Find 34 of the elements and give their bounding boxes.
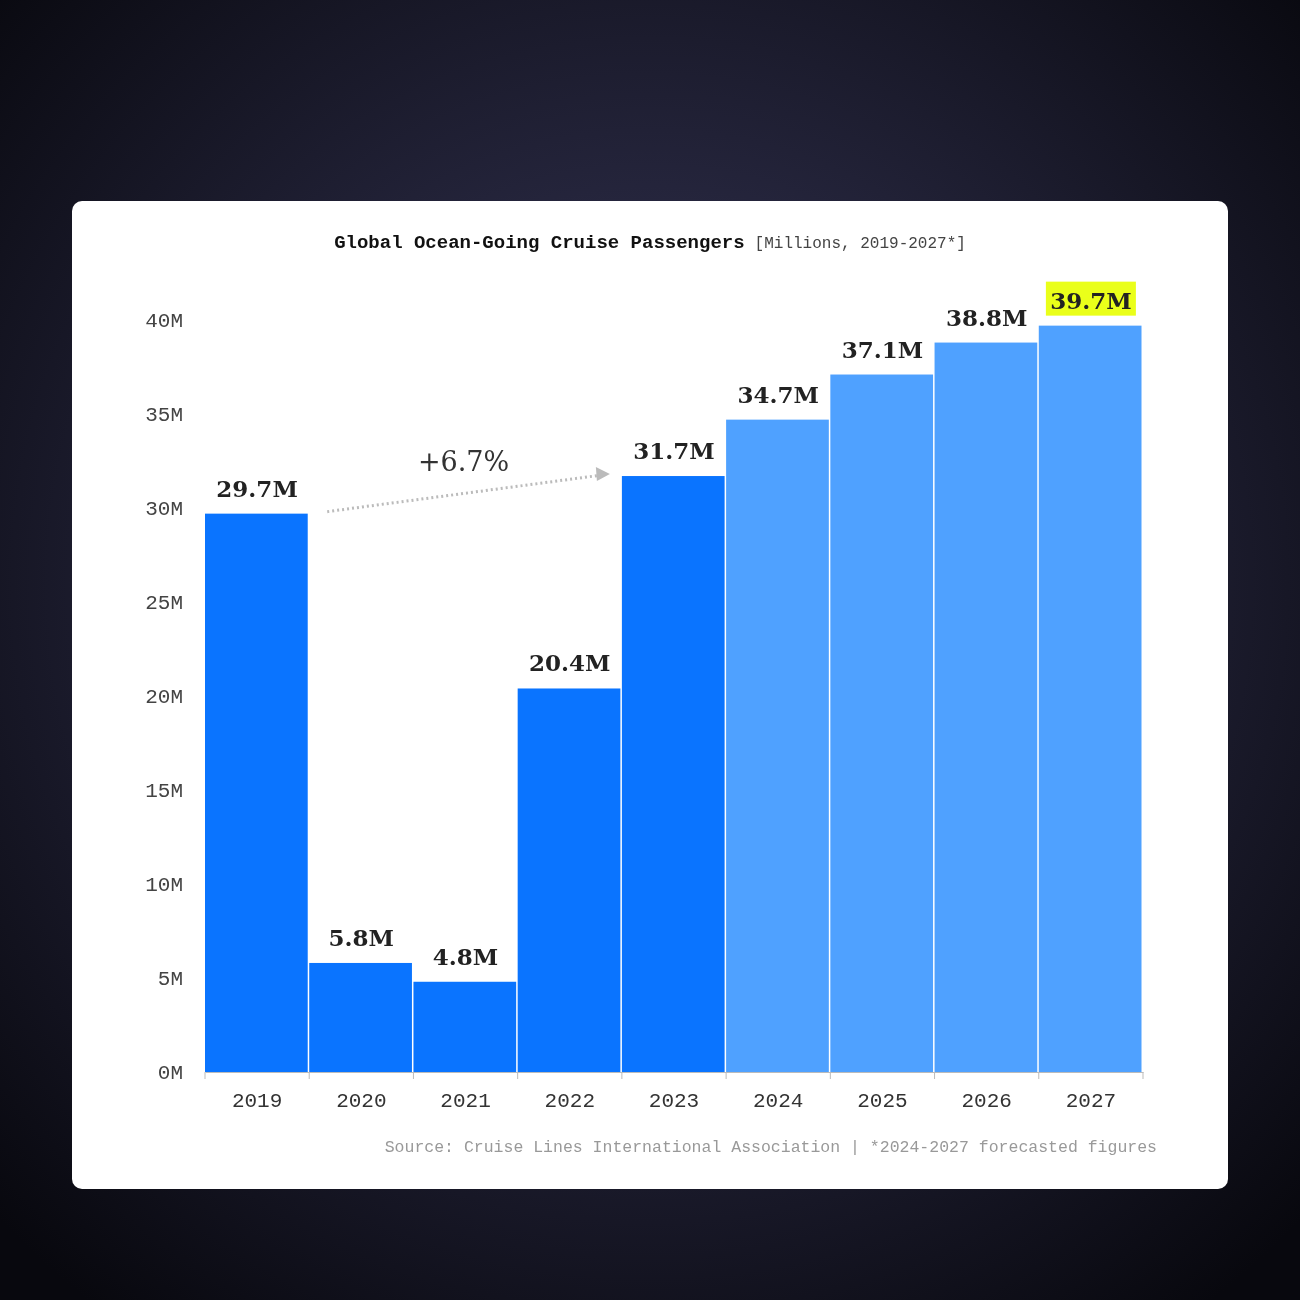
y-tick-label: 15M bbox=[145, 780, 183, 804]
y-tick-label: 25M bbox=[145, 592, 183, 616]
y-tick-label: 30M bbox=[145, 498, 183, 522]
x-tick-label: 2024 bbox=[753, 1089, 804, 1113]
data-label: 37.1M bbox=[841, 335, 924, 363]
data-label: 5.8M bbox=[328, 923, 395, 951]
data-label: 31.7M bbox=[633, 437, 715, 465]
y-tick-label: 40M bbox=[145, 310, 183, 334]
annotation: +6.7% bbox=[417, 446, 510, 478]
bar bbox=[621, 476, 725, 1072]
y-tick-label: 0M bbox=[157, 1062, 183, 1086]
x-tick-label: 2022 bbox=[544, 1089, 595, 1113]
data-label: 20.4M bbox=[529, 649, 611, 677]
bar bbox=[1038, 325, 1142, 1072]
x-tick-label: 2019 bbox=[231, 1089, 283, 1113]
y-tick-label: 20M bbox=[145, 686, 183, 710]
x-tick-label: 2025 bbox=[857, 1089, 908, 1113]
data-label: 34.7M bbox=[737, 380, 819, 408]
y-tick-label: 10M bbox=[145, 874, 183, 898]
data-label: 29.7M bbox=[216, 474, 298, 502]
data-label: 38.8M bbox=[945, 303, 1028, 331]
chart-title: Global Ocean-Going Cruise Passengers bbox=[334, 232, 745, 254]
data-label: 4.8M bbox=[432, 942, 499, 970]
x-tick-label: 2023 bbox=[648, 1089, 700, 1113]
x-tick-label: 2021 bbox=[440, 1089, 491, 1113]
source-note: Source: Cruise Lines International Association | *2024-2027 forecasted figures bbox=[384, 1138, 1157, 1157]
bar bbox=[517, 688, 621, 1072]
x-tick-label: 2020 bbox=[336, 1089, 387, 1113]
y-tick-label: 5M bbox=[157, 968, 183, 992]
x-tick-label: 2026 bbox=[961, 1089, 1012, 1113]
x-tick-label: 2027 bbox=[1065, 1089, 1117, 1113]
chart-subtitle: [Millions, 2019-2027*] bbox=[754, 235, 966, 253]
y-tick-label: 35M bbox=[145, 404, 183, 428]
bar bbox=[934, 342, 1038, 1072]
